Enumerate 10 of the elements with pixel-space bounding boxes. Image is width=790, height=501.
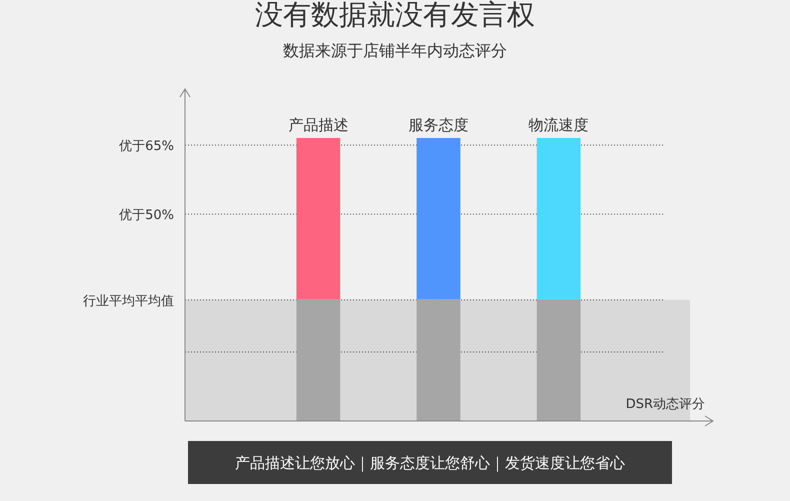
chart-title: 没有数据就没有发言权 <box>255 0 535 31</box>
ref-line-label: 优于50% <box>119 208 174 224</box>
ref-line-label: 优于65% <box>119 139 174 154</box>
x-axis-title: DSR动态评分 <box>626 397 705 412</box>
text: 产品描述让您放心｜服务态度让您舒心｜发货速度让您省心 <box>235 454 625 472</box>
x-tick-label: 产品描述 <box>288 116 348 134</box>
x-tick-label: 服务态度 <box>408 116 468 134</box>
x-tick-label: 物流速度 <box>528 116 589 134</box>
ref-line-label: 行业平均平均值 <box>83 294 174 309</box>
chart-subtitle: 数据来源于店铺半年内动态评分 <box>283 41 507 60</box>
